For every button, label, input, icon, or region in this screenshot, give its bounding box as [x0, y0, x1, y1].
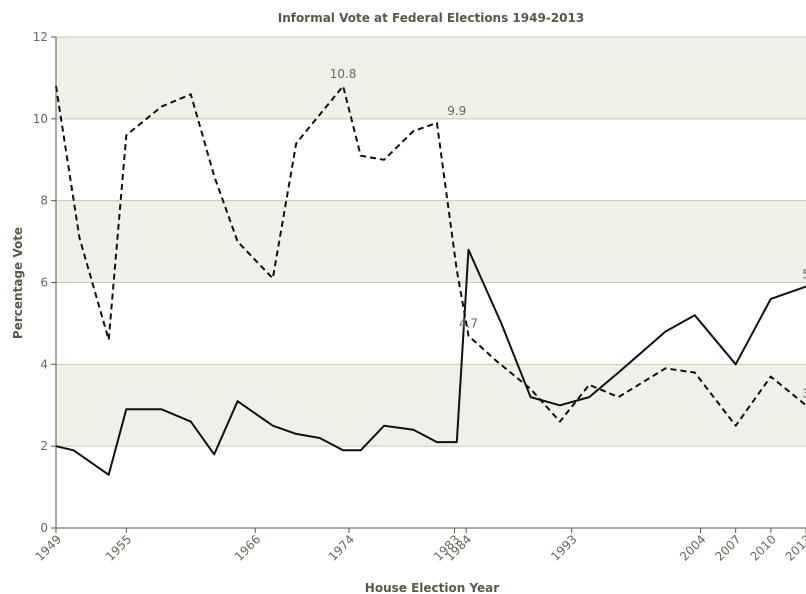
plot-band: [56, 37, 806, 119]
y-tick-label: 2: [40, 439, 48, 453]
x-tick-label: 1955: [103, 532, 134, 563]
x-tick-label: 1966: [232, 532, 263, 563]
series-layer: [55, 85, 806, 476]
x-tick-label: 1993: [548, 532, 579, 563]
data-label: 3: [802, 386, 806, 400]
y-tick-label: 10: [33, 112, 48, 126]
data-label: 9.9: [447, 104, 466, 118]
series-line-solid: [55, 248, 806, 476]
plot-bands: [56, 37, 806, 447]
series-line-dashed: [55, 85, 806, 427]
chart-title: Informal Vote at Federal Elections 1949-…: [278, 11, 584, 25]
data-labels: 5 10.8 9.9 4.7 3: [330, 67, 806, 400]
y-axis-title: Percentage Vote: [11, 227, 25, 339]
y-tick-label: 0: [40, 521, 48, 535]
gridlines: [56, 36, 806, 447]
x-tick-label: 2013: [783, 532, 806, 563]
y-axis-ticks: 0 2 4 6 8 10 12: [33, 30, 56, 535]
y-tick-label: 6: [40, 276, 48, 290]
plot-band: [56, 364, 806, 447]
data-label: 5: [802, 268, 806, 282]
x-tick-label: 2007: [712, 532, 743, 563]
plot-band: [56, 200, 806, 283]
x-tick-label: 1974: [326, 532, 357, 563]
y-tick-label: 4: [40, 357, 48, 371]
x-tick-label: 1949: [33, 532, 64, 563]
x-tick-label: 2004: [677, 532, 708, 563]
x-axis-title: House Election Year: [365, 581, 499, 594]
y-tick-label: 8: [40, 194, 48, 208]
data-label: 10.8: [330, 67, 357, 81]
x-tick-label: 2010: [747, 532, 778, 563]
data-label: 4.7: [459, 317, 478, 331]
y-tick-label: 12: [33, 30, 48, 44]
